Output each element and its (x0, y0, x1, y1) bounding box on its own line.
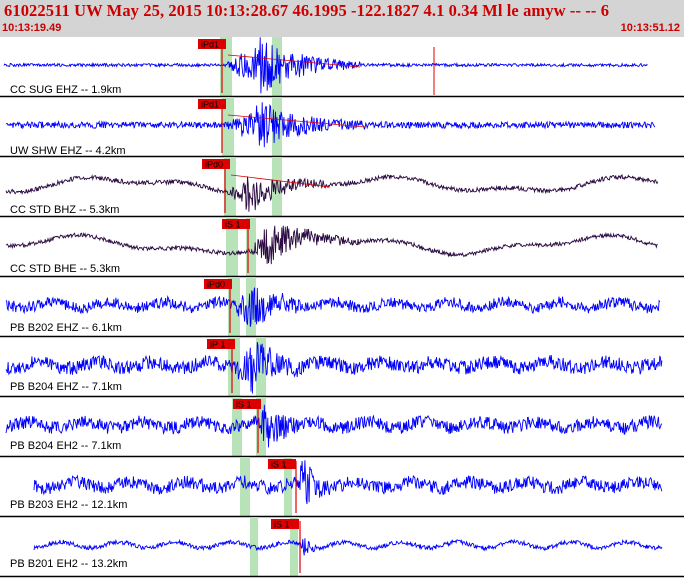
station-label: CC SUG EHZ -- 1.9km (10, 84, 121, 96)
trace-panel: CC SUG EHZ -- 1.9km (3, 37, 648, 96)
pick-label: iS 1 (225, 220, 241, 230)
station-label: PB B202 EHZ -- 6.1km (10, 322, 122, 334)
pick-label: iPd0 (205, 160, 223, 170)
pick-window (240, 457, 250, 517)
pick-window (250, 517, 258, 577)
station-label: PB B203 EH2 -- 12.1km (10, 499, 127, 511)
header-bar: 61022511 UW May 25, 2015 10:13:28.67 46.… (0, 0, 684, 37)
pick-window (256, 337, 266, 397)
station-label: CC STD BHZ -- 5.3km (10, 204, 119, 216)
pick-label: iS 1 (236, 400, 252, 410)
waveform-trace (5, 342, 663, 394)
pick-label: iS 1 (274, 520, 290, 530)
waveform-trace (33, 460, 663, 505)
pick-label: iPd1 (201, 40, 219, 50)
waveform-trace (5, 225, 658, 265)
station-label: PB B204 EHZ -- 7.1km (10, 381, 122, 393)
pick-window (290, 517, 298, 577)
pick-tag (207, 339, 235, 349)
pick-window (246, 217, 256, 277)
pick-tag (198, 99, 226, 109)
trace-panel: PB B204 EH2 -- 7.1km (5, 404, 663, 452)
trace-panel: PB B203 EH2 -- 12.1km (10, 460, 663, 511)
waveform-trace (3, 37, 648, 94)
coda-fit-line (230, 174, 331, 188)
pick-tag (204, 279, 232, 289)
pick-window (226, 217, 238, 277)
pick-tag (271, 519, 299, 529)
pick-tag (198, 39, 226, 49)
seismogram-panel: CC SUG EHZ -- 1.9km UW SHW EHZ -- 4.2km CC… (0, 37, 684, 578)
pick-window (224, 157, 236, 217)
waveform-trace (5, 102, 656, 148)
pick-tag (222, 219, 250, 229)
pick-window (228, 277, 240, 337)
pick-tag (268, 459, 296, 469)
pick-window (232, 397, 242, 457)
trace-panel: PB B201 EH2 -- 13.2km (10, 538, 663, 570)
pick-label: iPd1 (201, 100, 219, 110)
trace-panel: CC STD BHZ -- 5.3km (5, 173, 659, 216)
pick-window (284, 457, 292, 517)
waveform-trace (33, 538, 663, 556)
station-label: PB B201 EH2 -- 13.2km (10, 558, 127, 570)
event-title: 61022511 UW May 25, 2015 10:13:28.67 46.… (4, 1, 610, 20)
waveform-trace (5, 404, 663, 448)
end-time: 10:13:51.12 (620, 22, 680, 34)
coda-fit-line (227, 114, 366, 128)
pick-label: iPd0 (207, 280, 225, 290)
pick-window (220, 37, 232, 97)
coda-fit-line (227, 54, 361, 68)
pick-tag (202, 159, 230, 169)
trace-panel: UW SHW EHZ -- 4.2km (5, 102, 656, 157)
waveform-trace (5, 287, 661, 327)
station-label: CC STD BHE -- 5.3km (10, 263, 120, 275)
waveform-trace (5, 173, 659, 212)
pick-tag (233, 399, 261, 409)
pick-window (272, 97, 282, 157)
pick-label: iS 1 (271, 460, 287, 470)
pick-window (228, 337, 240, 397)
trace-panel: CC STD BHE -- 5.3km (5, 225, 658, 275)
trace-panel: PB B204 EHZ -- 7.1km (5, 342, 663, 394)
trace-panel: PB B202 EHZ -- 6.1km (5, 287, 661, 334)
pick-label: iP 1 (210, 340, 225, 350)
start-time: 10:13:19.49 (2, 22, 62, 34)
station-label: UW SHW EHZ -- 4.2km (10, 145, 126, 157)
station-label: PB B204 EH2 -- 7.1km (10, 440, 121, 452)
pick-window (272, 157, 282, 217)
